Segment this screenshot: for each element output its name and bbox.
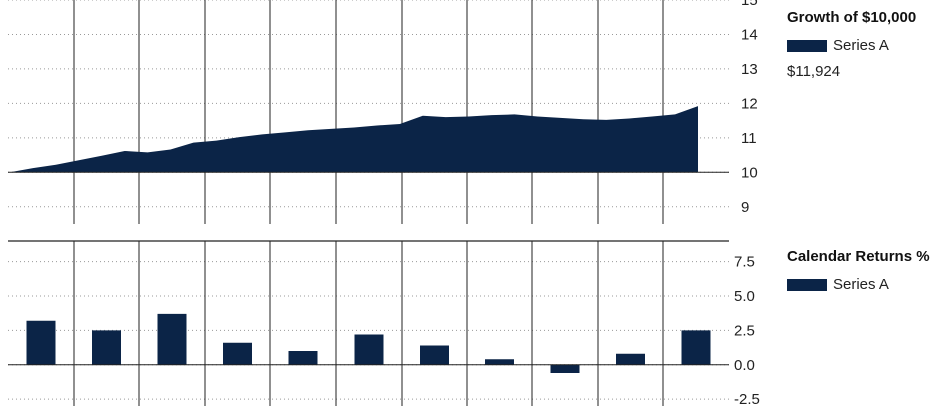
returns-y-tick: 2.5 — [734, 322, 755, 339]
returns-y-tick: 5.0 — [734, 288, 755, 305]
returns-bar — [485, 359, 514, 365]
returns-legend-title: Calendar Returns % — [787, 248, 930, 265]
returns-bar — [288, 351, 318, 365]
growth-legend-item: Series A — [787, 37, 889, 54]
returns-legend-swatch — [787, 278, 827, 291]
returns-bar — [420, 345, 449, 365]
growth-ending-value: $11,924 — [787, 63, 841, 80]
growth-y-tick: 13 — [741, 61, 758, 78]
returns-bar — [550, 364, 580, 373]
returns-bar — [223, 342, 252, 365]
growth-y-tick: 9 — [741, 199, 749, 216]
growth-y-tick: 11 — [741, 130, 757, 147]
returns-y-tick: -2.5 — [734, 391, 760, 406]
growth-y-tick: 15 — [741, 0, 758, 9]
returns-legend-label: Series A — [833, 276, 889, 293]
returns-y-tick: 7.5 — [734, 254, 755, 271]
returns-bar — [354, 334, 384, 365]
returns-bar — [26, 320, 56, 365]
growth-legend-swatch — [787, 39, 827, 52]
returns-bar — [681, 330, 711, 365]
growth-y-tick: 10 — [741, 164, 758, 181]
growth-area — [10, 106, 698, 173]
growth-y-tick: 12 — [741, 95, 758, 112]
growth-legend-label: Series A — [833, 37, 889, 54]
returns-legend-item: Series A — [787, 276, 889, 293]
returns-y-tick: 0.0 — [734, 357, 755, 374]
growth-legend-title: Growth of $10,000 — [787, 9, 917, 26]
returns-bar — [157, 313, 187, 365]
returns-bar — [92, 330, 121, 365]
growth-y-tick: 14 — [741, 26, 758, 43]
returns-bar — [616, 353, 645, 365]
